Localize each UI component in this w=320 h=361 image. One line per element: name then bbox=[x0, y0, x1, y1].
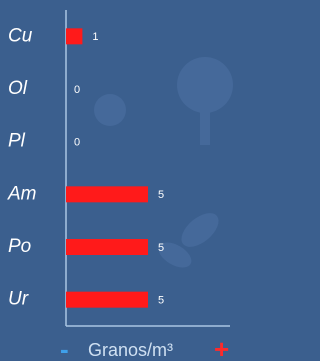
category-label: Am bbox=[7, 183, 37, 204]
value-label: 0 bbox=[74, 84, 80, 96]
x-axis-label: Granos/m³ bbox=[88, 340, 173, 360]
bar bbox=[66, 239, 148, 255]
value-label: 5 bbox=[158, 295, 164, 307]
bar bbox=[66, 292, 148, 308]
chart: - Granos/m³ + Cu 1 Ol 0 Pl 0 Am 5 Po 5 Ur 5 bbox=[0, 0, 240, 361]
category-label: Pl bbox=[8, 131, 26, 152]
bar bbox=[66, 28, 82, 44]
value-label: 5 bbox=[158, 242, 164, 254]
zoom-out-button[interactable]: - bbox=[60, 334, 69, 361]
value-label: 5 bbox=[158, 189, 164, 201]
value-label: 0 bbox=[74, 137, 80, 149]
zoom-in-button[interactable]: + bbox=[214, 334, 229, 361]
category-label: Po bbox=[8, 236, 31, 257]
category-label: Ur bbox=[8, 289, 29, 310]
category-label: Ol bbox=[8, 78, 28, 99]
category-label: Cu bbox=[8, 25, 33, 46]
value-label: 1 bbox=[92, 31, 98, 43]
bar bbox=[66, 186, 148, 202]
